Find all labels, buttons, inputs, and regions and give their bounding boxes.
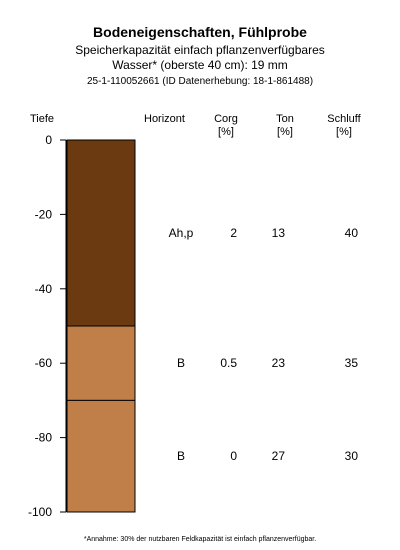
y-tick-label-1: 0 — [45, 133, 52, 147]
y-tick-label-5: -80 — [35, 431, 53, 445]
layer-corg-3: 0 — [230, 449, 237, 463]
soil-layer-1 — [66, 139, 136, 327]
horizon-column-header: Horizont — [144, 113, 185, 126]
layer-corg-1: 2 — [230, 226, 237, 240]
y-tick-label-2: -20 — [35, 207, 53, 221]
layer-ton-1: 13 — [272, 226, 286, 240]
depth-column-header: Tiefe — [30, 113, 54, 126]
y-tick-label-6: -100 — [28, 505, 52, 519]
y-tick-label-4: -60 — [35, 356, 53, 370]
ton-header-unit: [%] — [277, 126, 293, 138]
horizon-header-label: Horizont — [144, 113, 185, 125]
corg-header-unit: [%] — [218, 126, 234, 138]
layer-schluff-3: 30 — [345, 449, 359, 463]
ton-column-header: Ton [%] — [270, 113, 300, 139]
soil-layer-3 — [66, 399, 136, 513]
layer-horizon-1: Ah,p — [169, 226, 194, 240]
footnote: *Annahme: 30% der nutzbaren Feldkapazitä… — [83, 536, 317, 543]
corg-header-label: Corg — [214, 113, 238, 125]
corg-column-header: Corg [%] — [211, 113, 241, 139]
chart-subtitle-line2: Wasser* (oberste 40 cm): 19 mm — [112, 58, 288, 72]
chart-title: Bodeneigenschaften, Fühlprobe — [93, 24, 307, 40]
chart-subtitle-line1: Speicherkapazität einfach pflanzenverfüg… — [75, 43, 325, 57]
ton-header-label: Ton — [276, 113, 294, 125]
layer-horizon-3: B — [177, 449, 185, 463]
soil-layer-2 — [66, 325, 136, 401]
schluff-column-header: Schluff [%] — [322, 113, 366, 139]
layer-ton-2: 23 — [272, 356, 286, 370]
depth-header-label: Tiefe — [30, 113, 55, 125]
layer-schluff-2: 35 — [345, 356, 359, 370]
schluff-header-label: Schluff — [327, 113, 361, 125]
layer-horizon-2: B — [177, 356, 185, 370]
schluff-header-unit: [%] — [336, 126, 352, 138]
layer-corg-2: 0.5 — [220, 356, 237, 370]
layer-schluff-1: 40 — [345, 226, 359, 240]
chart-id-line: 25-1-110052661 (ID Datenerhebung: 18-1-8… — [86, 76, 314, 87]
layer-ton-3: 27 — [272, 449, 286, 463]
y-tick-label-3: -40 — [35, 282, 53, 296]
